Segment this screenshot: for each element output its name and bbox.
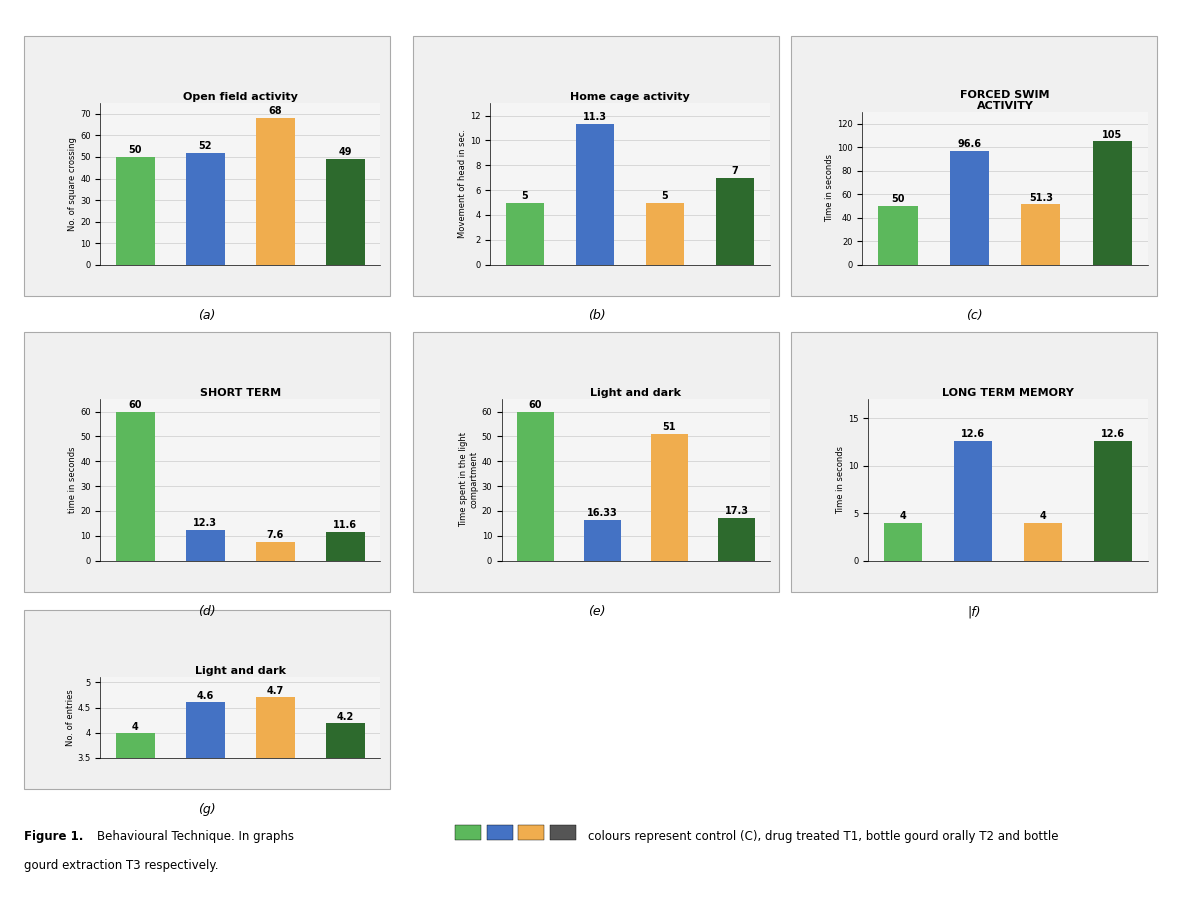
Title: LONG TERM MEMORY: LONG TERM MEMORY xyxy=(942,388,1074,398)
Text: 50: 50 xyxy=(129,145,142,155)
Bar xyxy=(954,441,992,561)
Bar xyxy=(1024,523,1062,561)
Bar xyxy=(576,125,614,265)
Text: |f): |f) xyxy=(967,605,981,618)
Y-axis label: Time in seconds: Time in seconds xyxy=(836,446,846,514)
Text: (a): (a) xyxy=(198,309,215,322)
Text: 4.7: 4.7 xyxy=(267,686,283,696)
Text: 4: 4 xyxy=(1039,510,1046,520)
Text: 17.3: 17.3 xyxy=(724,506,749,516)
Bar xyxy=(256,118,294,265)
Text: 5: 5 xyxy=(522,190,528,201)
Bar xyxy=(651,434,687,561)
Text: 60: 60 xyxy=(529,400,542,410)
Text: Behavioural Technique. In graphs: Behavioural Technique. In graphs xyxy=(97,830,294,842)
Text: 4: 4 xyxy=(132,722,138,732)
Bar xyxy=(505,203,544,265)
Bar xyxy=(187,702,224,897)
Title: Home cage activity: Home cage activity xyxy=(570,92,690,102)
Bar xyxy=(187,152,224,265)
Text: 5: 5 xyxy=(661,190,668,201)
Text: 50: 50 xyxy=(892,194,905,205)
Bar xyxy=(716,178,755,265)
Text: 51: 51 xyxy=(663,422,677,432)
Text: (c): (c) xyxy=(966,309,983,322)
Bar xyxy=(1094,441,1133,561)
Bar xyxy=(326,723,365,897)
Title: Open field activity: Open field activity xyxy=(183,92,298,102)
Bar xyxy=(879,206,918,265)
Bar xyxy=(116,412,155,561)
Text: Figure 1.: Figure 1. xyxy=(24,830,83,842)
Title: FORCED SWIM
ACTIVITY: FORCED SWIM ACTIVITY xyxy=(960,90,1050,111)
Title: Light and dark: Light and dark xyxy=(195,666,286,676)
Bar xyxy=(1092,142,1131,265)
Bar xyxy=(718,518,755,561)
Bar xyxy=(326,532,365,561)
Bar xyxy=(256,698,294,897)
Y-axis label: Time in seconds: Time in seconds xyxy=(824,154,834,222)
Text: 60: 60 xyxy=(129,400,142,410)
Text: gourd extraction T3 respectively.: gourd extraction T3 respectively. xyxy=(24,859,218,872)
Bar xyxy=(116,733,155,897)
Text: (b): (b) xyxy=(588,309,605,322)
Text: 12.6: 12.6 xyxy=(961,429,985,439)
Y-axis label: Time spent in the light
compartment: Time spent in the light compartment xyxy=(459,432,478,527)
Text: 52: 52 xyxy=(198,141,213,151)
Text: 16.33: 16.33 xyxy=(587,508,618,518)
Bar xyxy=(646,203,684,265)
Text: 7.6: 7.6 xyxy=(267,530,283,540)
Bar xyxy=(256,542,294,561)
Text: 68: 68 xyxy=(268,106,282,117)
Title: SHORT TERM: SHORT TERM xyxy=(200,388,281,398)
Text: 4.2: 4.2 xyxy=(337,711,354,722)
Text: (e): (e) xyxy=(588,605,605,618)
Bar xyxy=(950,152,988,265)
Y-axis label: No. of square crossing: No. of square crossing xyxy=(68,137,77,231)
Text: 11.6: 11.6 xyxy=(333,520,358,530)
Bar xyxy=(116,157,155,265)
Text: colours represent control (C), drug treated T1, bottle gourd orally T2 and bottl: colours represent control (C), drug trea… xyxy=(588,830,1058,842)
Bar xyxy=(585,520,621,561)
Y-axis label: No. of entries: No. of entries xyxy=(66,689,74,746)
Text: 7: 7 xyxy=(732,166,738,176)
Y-axis label: Movement of head in sec.: Movement of head in sec. xyxy=(458,129,468,239)
Text: 51.3: 51.3 xyxy=(1029,193,1052,203)
Bar xyxy=(1022,205,1061,265)
Text: 4: 4 xyxy=(900,510,906,520)
Text: 12.3: 12.3 xyxy=(194,518,217,528)
Text: 105: 105 xyxy=(1102,130,1122,140)
Text: 11.3: 11.3 xyxy=(583,112,607,122)
Text: 96.6: 96.6 xyxy=(958,139,981,150)
Text: 4.6: 4.6 xyxy=(197,692,214,701)
Text: (d): (d) xyxy=(198,605,215,618)
Bar xyxy=(326,159,365,265)
Bar xyxy=(517,412,554,561)
Text: (g): (g) xyxy=(198,803,215,815)
Text: 12.6: 12.6 xyxy=(1101,429,1125,439)
Title: Light and dark: Light and dark xyxy=(590,388,681,398)
Bar xyxy=(187,530,224,561)
Bar xyxy=(883,523,922,561)
Y-axis label: time in seconds: time in seconds xyxy=(68,447,77,513)
Text: 49: 49 xyxy=(339,147,352,157)
